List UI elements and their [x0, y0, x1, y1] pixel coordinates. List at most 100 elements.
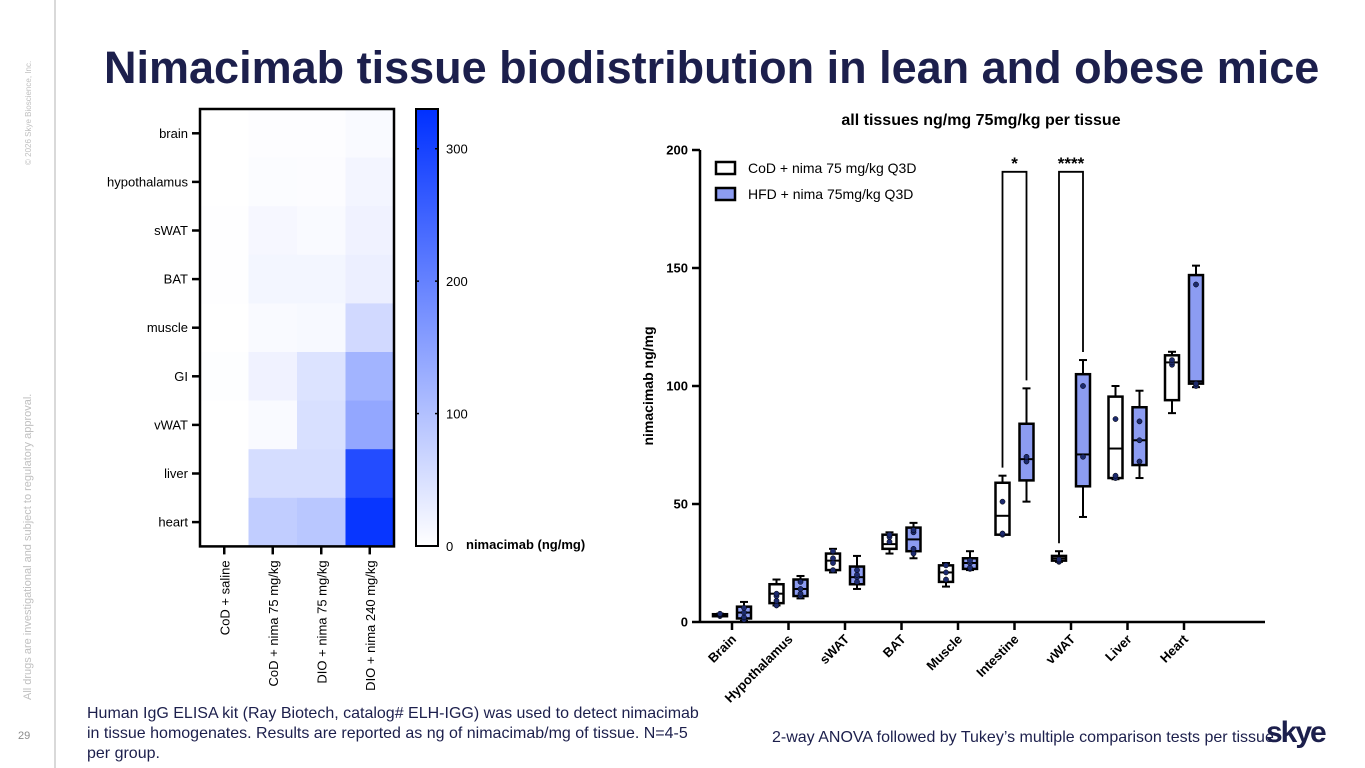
box-hfd	[961, 550, 979, 572]
page-number: 29	[18, 730, 31, 742]
heatmap-cell	[297, 206, 346, 256]
data-point	[1136, 458, 1143, 465]
heatmap-cell	[345, 303, 395, 353]
heatmap-cell	[345, 449, 395, 499]
heatmap-row-label: vWAT	[154, 417, 188, 432]
y-tick-label: 0	[681, 615, 688, 630]
heatmap-cell	[297, 497, 346, 547]
colorbar-tick-label: 300	[446, 142, 468, 157]
heatmap-cell	[248, 157, 298, 207]
data-point	[886, 531, 893, 538]
data-point	[1136, 418, 1143, 425]
box-body	[1018, 422, 1035, 482]
data-point	[1080, 383, 1086, 389]
data-point	[1136, 437, 1143, 444]
heatmap-row-label: sWAT	[154, 223, 188, 238]
data-point	[1112, 472, 1119, 479]
legend-label: CoD + nima 75 mg/kg Q3D	[748, 160, 916, 176]
heatmap-cell	[200, 303, 249, 353]
data-point	[910, 527, 917, 533]
data-point	[967, 557, 973, 564]
data-point	[910, 550, 917, 557]
box-hfd	[848, 554, 866, 590]
x-tick-label: Muscle	[923, 632, 965, 674]
sidebar-divider	[54, 0, 56, 768]
heatmap-cell	[200, 206, 249, 256]
heatmap-cell	[345, 157, 395, 207]
box-cod	[937, 562, 955, 588]
data-point	[830, 560, 836, 566]
data-point	[741, 609, 747, 616]
box-body	[994, 481, 1011, 536]
box-hfd	[792, 574, 809, 600]
heatmap-row-label: hypothalamus	[107, 174, 188, 189]
box-hfd	[1187, 264, 1205, 389]
box-body	[1074, 372, 1092, 488]
box-hfd	[735, 600, 753, 623]
heatmap-cell	[297, 303, 346, 353]
stats-footnote: 2-way ANOVA followed by Tukey’s multiple…	[772, 729, 1279, 746]
data-point	[854, 567, 860, 573]
box-cod	[1107, 385, 1124, 481]
slide-title: Nimacimab tissue biodistribution in lean…	[104, 42, 1320, 93]
box-hfd	[1018, 387, 1035, 503]
data-point	[1169, 357, 1175, 363]
heatmap-cell	[297, 352, 346, 402]
heatmap-cell	[200, 497, 249, 547]
data-point	[999, 498, 1006, 505]
box-cod	[1050, 550, 1068, 565]
heatmap-cell	[297, 109, 346, 159]
heatmap-row-label: GI	[174, 369, 188, 384]
heatmap-cell	[345, 400, 395, 450]
colorbar-tick-label: 0	[446, 539, 453, 554]
x-tick-label: Brain	[705, 631, 739, 665]
x-tick-label: Heart	[1157, 631, 1192, 666]
heatmap-cell	[248, 206, 298, 256]
heatmap-cell	[200, 157, 249, 207]
heatmap-cell	[248, 254, 298, 304]
significance-label: *	[1011, 154, 1018, 173]
data-point	[741, 614, 747, 621]
boxplot-title: all tissues ng/mg 75mg/kg per tissue	[841, 112, 1120, 129]
heatmap-row-label: muscle	[147, 320, 188, 335]
heatmap-col-label: CoD + nima 75 mg/kg	[266, 560, 281, 686]
significance-bracket	[1001, 170, 1028, 468]
data-point	[830, 567, 836, 573]
data-point	[1023, 458, 1030, 465]
data-point	[830, 555, 836, 562]
x-tick-label: Intestine	[973, 632, 1021, 680]
heatmap-cell	[248, 303, 298, 353]
data-point	[773, 597, 780, 604]
heatmap-cell	[248, 352, 298, 402]
heatmap-cell	[200, 352, 249, 402]
heatmap-cell	[345, 254, 395, 304]
y-tick-label: 150	[666, 261, 688, 276]
data-point	[1080, 453, 1086, 460]
x-tick-label: sWAT	[817, 631, 853, 667]
box-hfd	[905, 521, 922, 560]
x-tick-label: vWAT	[1043, 631, 1079, 667]
significance-label: ****	[1058, 154, 1085, 173]
y-tick-label: 50	[674, 497, 688, 512]
box-cod	[711, 610, 729, 619]
heatmap-cell	[345, 206, 395, 256]
data-point	[797, 586, 804, 592]
method-footnote: Human IgG ELISA kit (Ray Biotech, catalo…	[87, 705, 699, 762]
x-tick-label: BAT	[880, 631, 909, 660]
heatmap-row-label: BAT	[164, 272, 188, 287]
data-point	[717, 610, 723, 617]
data-point	[943, 576, 949, 583]
colorbar-title: nimacimab (ng/mg)	[466, 537, 585, 552]
box-body	[1187, 273, 1205, 385]
colorbar-bar	[415, 108, 439, 547]
data-point	[943, 569, 949, 576]
heatmap-cell	[200, 449, 249, 499]
data-point	[999, 530, 1006, 537]
heatmap-cell	[248, 497, 298, 547]
heatmap-cell	[248, 109, 298, 159]
y-axis-label: nimacimab ng/mg	[640, 326, 656, 445]
box-body	[1131, 405, 1148, 467]
colorbar: 0 100 200 300 nimacimab (ng/mg)	[415, 108, 585, 554]
data-point	[1193, 281, 1199, 288]
